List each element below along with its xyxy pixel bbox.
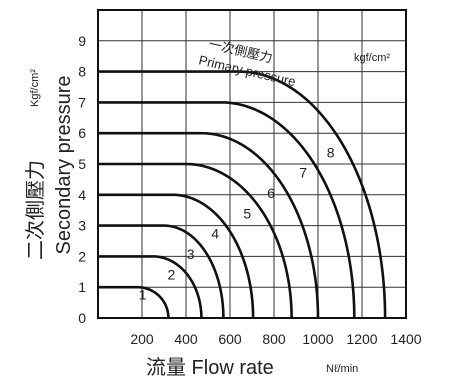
y-axis-ticks: 0 1 2 3 4 5 6 7 8 9 — [78, 33, 86, 326]
y-axis-title-group: Secondary pressure — [53, 76, 75, 255]
x-tick-label: 1000 — [302, 331, 333, 347]
x-tick-label: 200 — [130, 331, 154, 347]
x-tick-label: 400 — [174, 331, 198, 347]
x-tick-label: 1200 — [346, 331, 377, 347]
curve-label-7: 7 — [299, 165, 307, 181]
y-tick-label: 8 — [78, 64, 86, 80]
x-tick-label: 1400 — [390, 331, 421, 347]
pressure-curve-3 — [98, 224, 225, 319]
y-axis-title-jp-group: 二次側壓力 — [24, 160, 47, 260]
x-tick-label: 600 — [218, 331, 242, 347]
x-axis-ticks: 200 400 600 800 1000 1200 1400 — [130, 331, 421, 347]
y-tick-label: 9 — [78, 33, 86, 49]
pressure-curve-1 — [98, 285, 170, 319]
y-tick-label: 7 — [78, 94, 86, 110]
pressure-curve-2 — [98, 255, 203, 319]
x-axis-title: 流量 Flow rate — [146, 356, 274, 379]
pressure-curve-7 — [98, 101, 356, 319]
y-tick-label: 1 — [78, 279, 86, 295]
curve-label-3: 3 — [187, 246, 195, 262]
y-tick-label: 0 — [78, 310, 86, 326]
y-axis-unit-group: Kgf/cm² — [29, 69, 41, 107]
x-axis-unit: Nℓ/min — [326, 363, 358, 375]
curve-label-4: 4 — [211, 226, 219, 242]
y-axis-title: Secondary pressure — [53, 76, 75, 255]
y-tick-label: 2 — [78, 248, 86, 264]
y-tick-label: 5 — [78, 156, 86, 172]
curve-label-5: 5 — [243, 205, 251, 221]
y-tick-label: 6 — [78, 125, 86, 141]
y-tick-label: 3 — [78, 218, 86, 234]
pressure-curve-4 — [98, 193, 255, 319]
y-axis-unit: Kgf/cm² — [29, 69, 41, 107]
legend-unit: kgf/cm² — [354, 52, 390, 64]
y-tick-label: 4 — [78, 187, 86, 203]
x-tick-label: 800 — [262, 331, 286, 347]
y-axis-title-jp: 二次側壓力 — [24, 160, 47, 260]
curve-label-1: 1 — [139, 287, 147, 303]
curve-label-2: 2 — [168, 266, 176, 282]
curve-labels: 1 234 56 7 8 — [139, 144, 335, 302]
pressure-curve-6 — [98, 131, 320, 319]
pressure-curve-5 — [98, 162, 293, 319]
curve-label-6: 6 — [267, 185, 275, 201]
curve-label-8: 8 — [327, 144, 335, 160]
pressure-curves — [98, 70, 387, 319]
pressure-curve-8 — [98, 70, 387, 319]
